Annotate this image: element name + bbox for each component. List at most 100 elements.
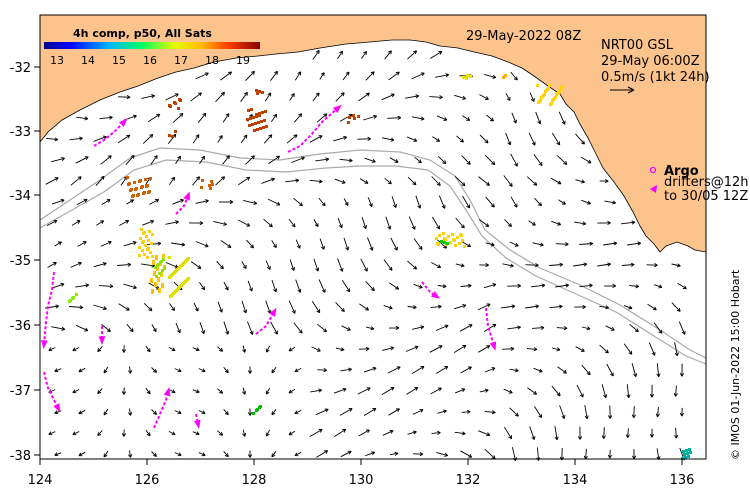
current-arrow	[461, 409, 471, 414]
current-arrow	[199, 322, 206, 335]
current-arrow	[168, 347, 176, 352]
sst-pixel	[143, 253, 146, 256]
current-arrow	[172, 198, 184, 205]
drifter-track	[153, 391, 169, 429]
current-arrow	[526, 347, 538, 352]
current-arrow	[551, 220, 562, 226]
current-arrow	[223, 281, 229, 291]
current-arrow	[101, 199, 111, 205]
current-arrow	[75, 156, 89, 164]
current-arrow	[456, 135, 464, 143]
current-arrow	[621, 262, 635, 267]
sst-pixel	[158, 290, 161, 293]
current-arrow	[48, 347, 56, 352]
y-tick-label: -34	[10, 189, 31, 204]
argo-icon	[649, 166, 657, 174]
current-arrow	[267, 198, 281, 206]
current-arrow	[573, 262, 588, 267]
current-arrow	[317, 368, 327, 373]
current-arrow	[388, 408, 400, 416]
y-tick-label: -37	[10, 384, 31, 399]
sst-pixel	[144, 244, 147, 247]
sst-pixel	[154, 282, 157, 285]
current-arrow	[414, 156, 422, 164]
sst-pixel	[160, 272, 163, 275]
current-arrow	[363, 366, 377, 373]
current-arrow	[603, 241, 618, 246]
current-arrow	[193, 302, 199, 312]
credit-label: © IMOS 01-Jun-2022 15:00 Hobart	[729, 269, 742, 460]
current-arrow	[318, 197, 326, 207]
current-arrow	[247, 450, 253, 458]
current-arrow	[293, 197, 303, 207]
sst-pixel	[168, 104, 171, 107]
current-arrow	[483, 283, 497, 289]
current-arrow	[648, 342, 656, 356]
current-arrow	[673, 385, 678, 397]
sst-pixel	[255, 113, 258, 116]
sst-pixel	[548, 84, 551, 87]
current-arrow	[437, 409, 447, 414]
current-arrow	[653, 322, 663, 334]
sst-pixel	[201, 179, 204, 182]
sst-pixel	[150, 242, 153, 245]
colorbar-tick: 19	[236, 54, 250, 67]
x-tick-label: 126	[135, 473, 160, 488]
sst-pixel	[168, 134, 171, 137]
sst-pixel	[162, 258, 165, 261]
colorbar-tick: 16	[143, 54, 157, 67]
current-arrow	[126, 199, 134, 205]
current-arrow	[484, 367, 496, 373]
current-arrow	[460, 450, 473, 458]
sst-pixel	[451, 233, 454, 236]
y-tick-label: -32	[10, 61, 31, 76]
current-arrow	[390, 237, 398, 251]
current-arrow	[384, 177, 392, 185]
drifter-head	[183, 191, 190, 201]
current-arrow	[215, 176, 226, 186]
current-arrow	[288, 218, 296, 228]
current-arrow	[531, 283, 546, 288]
current-arrow	[507, 283, 521, 288]
current-arrow	[413, 238, 423, 250]
current-arrow	[288, 300, 296, 314]
drifter-head	[53, 403, 61, 413]
current-arrow	[502, 263, 514, 268]
current-arrow	[100, 155, 112, 165]
current-arrow	[222, 155, 230, 165]
current-arrow	[265, 260, 271, 270]
current-arrow	[429, 95, 443, 100]
current-arrow	[361, 50, 367, 59]
current-arrow	[389, 451, 399, 456]
current-arrow	[337, 218, 343, 229]
current-arrow	[245, 155, 255, 165]
sst-pixel	[689, 451, 692, 454]
current-arrow	[190, 261, 202, 269]
current-arrow	[388, 71, 400, 81]
current-arrow	[51, 326, 66, 331]
current-arrow	[289, 93, 295, 101]
current-arrow	[217, 301, 223, 313]
current-arrow	[247, 366, 253, 374]
current-arrow	[216, 260, 224, 270]
current-arrow	[385, 216, 392, 230]
current-arrow	[294, 452, 302, 457]
sst-pixel	[174, 130, 177, 133]
current-arrow	[460, 283, 472, 288]
current-arrow	[407, 430, 417, 435]
current-arrow	[118, 303, 130, 311]
current-arrow	[168, 431, 176, 436]
sst-pixel	[139, 237, 142, 240]
current-arrow	[77, 241, 87, 247]
current-arrow	[340, 367, 352, 372]
current-arrow	[169, 176, 176, 186]
current-arrow	[295, 279, 302, 293]
sst-pixel	[348, 116, 351, 119]
current-arrow	[505, 132, 512, 146]
current-arrow	[121, 429, 127, 437]
current-arrow	[192, 134, 200, 144]
sst-pixel	[141, 185, 144, 188]
current-arrow	[101, 324, 111, 333]
current-arrow	[195, 199, 209, 204]
x-tick-label: 130	[349, 473, 374, 488]
